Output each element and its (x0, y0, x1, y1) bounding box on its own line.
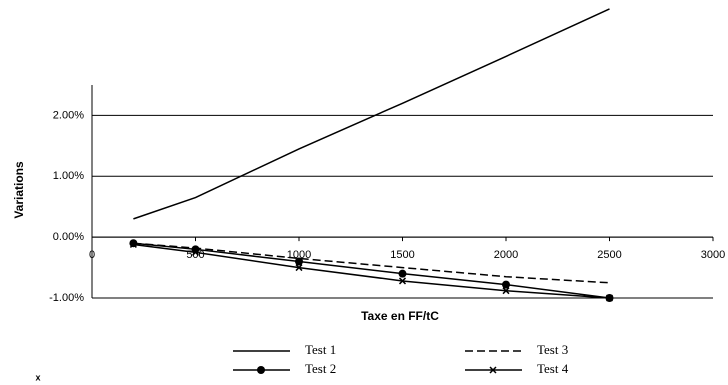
series-line (133, 242, 610, 299)
legend-marker (489, 366, 497, 374)
x-tick-label: 0 (89, 249, 95, 261)
legend-marker (257, 366, 265, 374)
series-line (133, 242, 610, 284)
y-tick-label: 0.00% (53, 231, 84, 243)
legend-label: Test 3 (537, 342, 568, 357)
legend-label: Test 2 (305, 361, 336, 376)
series-marker (191, 248, 200, 256)
series-marker (398, 269, 407, 278)
series-line (133, 243, 610, 299)
series-marker (502, 280, 510, 289)
y-tick-label: -1.00% (49, 292, 84, 304)
series-line (133, 8, 610, 220)
x-tick-label: 2500 (597, 249, 621, 261)
series-marker (129, 239, 138, 248)
y-axis-label: Variations (12, 161, 26, 219)
legend-label: Test 1 (305, 342, 336, 357)
series-marker (295, 257, 303, 266)
series-marker (129, 240, 137, 248)
y-tick-label: 1.00% (53, 170, 84, 182)
stray-marker: x (35, 372, 40, 382)
x-tick-label: 1500 (390, 249, 414, 261)
series-marker (398, 277, 407, 285)
series-marker (605, 294, 614, 302)
legend-label: Test 4 (537, 361, 569, 376)
y-tick-label: 2.00% (53, 109, 84, 121)
x-tick-label: 2000 (494, 249, 518, 261)
series-marker (295, 264, 303, 272)
series-marker (502, 287, 510, 295)
x-axis-label: Taxe en FF/tC (361, 309, 439, 323)
x-tick-label: 3000 (701, 249, 725, 261)
